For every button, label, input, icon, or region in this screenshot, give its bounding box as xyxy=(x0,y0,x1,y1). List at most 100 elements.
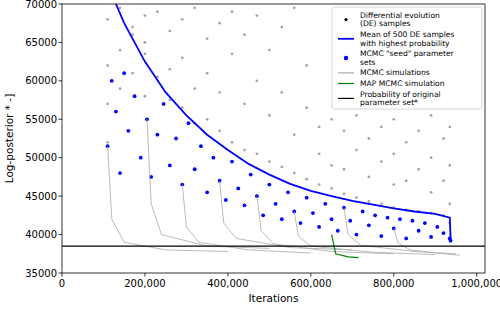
seed-point xyxy=(361,210,365,214)
seed-point xyxy=(199,144,203,148)
de-sample xyxy=(380,202,383,205)
de-sample xyxy=(206,37,209,40)
de-sample xyxy=(318,152,321,155)
y-tick xyxy=(59,196,63,197)
x-tick-label: 400,000 xyxy=(207,278,248,289)
seed-point xyxy=(249,173,253,177)
legend-label: Probability of originalparameter set* xyxy=(360,90,441,108)
de-sample xyxy=(392,183,395,186)
de-sample xyxy=(268,49,271,52)
legend-label-line: MAP MCMC simulation xyxy=(360,79,445,88)
de-sample xyxy=(392,152,395,155)
legend-label-line: parameter set* xyxy=(360,98,418,107)
y-tick xyxy=(59,273,63,274)
y-tick-label: 65000 xyxy=(25,37,57,48)
seed-point xyxy=(211,156,215,160)
x-tick-label: 600,000 xyxy=(290,278,331,289)
x-tick-label: 800,000 xyxy=(373,278,414,289)
x-axis-label: Iterations xyxy=(248,292,298,304)
de-sample xyxy=(119,6,122,9)
de-sample xyxy=(206,72,209,75)
de-sample xyxy=(343,192,346,195)
legend-label: MAP MCMC simulation xyxy=(360,79,445,88)
de-sample xyxy=(448,164,451,167)
de-sample xyxy=(293,172,296,175)
x-tick-label: 200,000 xyxy=(124,278,165,289)
y-tick-label: 35000 xyxy=(25,268,57,279)
de-sample xyxy=(243,33,246,36)
de-sample xyxy=(305,178,308,181)
de-sample xyxy=(168,68,171,71)
de-sample xyxy=(330,118,333,121)
de-sample xyxy=(380,126,383,129)
y-tick-label: 50000 xyxy=(25,152,57,163)
de-sample xyxy=(243,103,246,106)
legend-line xyxy=(338,98,354,99)
seed-point xyxy=(118,171,122,175)
seed-point xyxy=(379,234,383,238)
x-tick xyxy=(310,273,311,277)
de-sample xyxy=(448,202,451,205)
x-tick-label: 1,000,000 xyxy=(451,278,500,289)
legend-label: Mean of 500 DE sampleswith highest proba… xyxy=(360,30,454,48)
seed-point xyxy=(323,202,327,206)
de-sample xyxy=(367,137,370,140)
mcmc-line xyxy=(257,196,394,254)
legend-label: MCMC "seed" parametersets xyxy=(360,49,455,67)
legend-line xyxy=(338,83,354,84)
de-sample xyxy=(193,6,196,9)
de-sample xyxy=(417,129,420,132)
mcmc-line xyxy=(294,212,435,255)
seed-point xyxy=(286,190,290,194)
de-sample xyxy=(256,152,259,155)
series-line xyxy=(62,246,485,247)
legend-label-line: with highest probability xyxy=(360,39,450,48)
de-sample xyxy=(367,200,370,203)
de-sample xyxy=(380,160,383,163)
de-sample xyxy=(280,26,283,29)
legend-label-line: sets xyxy=(360,58,376,67)
seed-point xyxy=(411,219,415,223)
de-sample xyxy=(218,22,221,25)
seed-point xyxy=(423,221,427,225)
seed-point xyxy=(133,94,137,98)
de-sample xyxy=(144,41,147,44)
de-sample xyxy=(330,164,333,167)
plot-data xyxy=(62,4,485,258)
de-sample xyxy=(343,129,346,132)
seed-point xyxy=(330,217,334,221)
seed-point xyxy=(299,221,303,225)
legend-label: Differential evolution(DE) samples xyxy=(360,11,440,29)
de-sample xyxy=(256,79,259,82)
seed-point xyxy=(355,233,359,237)
de-sample xyxy=(430,191,433,194)
de-sample xyxy=(355,114,358,117)
de-sample xyxy=(181,56,184,59)
de-sample xyxy=(231,53,234,56)
seed-point xyxy=(110,79,114,83)
de-sample xyxy=(305,64,308,67)
de-sample xyxy=(131,72,134,75)
seed-point xyxy=(398,217,402,221)
de-sample xyxy=(355,149,358,152)
de-sample xyxy=(392,118,395,121)
legend-marker xyxy=(344,56,348,60)
seed-point xyxy=(205,190,209,194)
y-tick-label: 55000 xyxy=(25,114,57,125)
de-sample xyxy=(430,156,433,159)
de-sample xyxy=(144,53,147,56)
y-tick xyxy=(59,234,63,235)
legend-box xyxy=(332,7,482,109)
de-sample xyxy=(206,118,209,121)
de-sample xyxy=(106,103,109,106)
seed-point xyxy=(236,187,240,191)
de-sample xyxy=(106,141,109,144)
seed-point xyxy=(417,229,421,233)
de-sample xyxy=(193,87,196,90)
de-sample xyxy=(293,6,296,9)
seed-point xyxy=(261,213,265,217)
plot-frame xyxy=(62,4,485,273)
y-tick xyxy=(59,42,63,43)
seed-point xyxy=(162,102,166,106)
mcmc-line xyxy=(147,119,269,248)
